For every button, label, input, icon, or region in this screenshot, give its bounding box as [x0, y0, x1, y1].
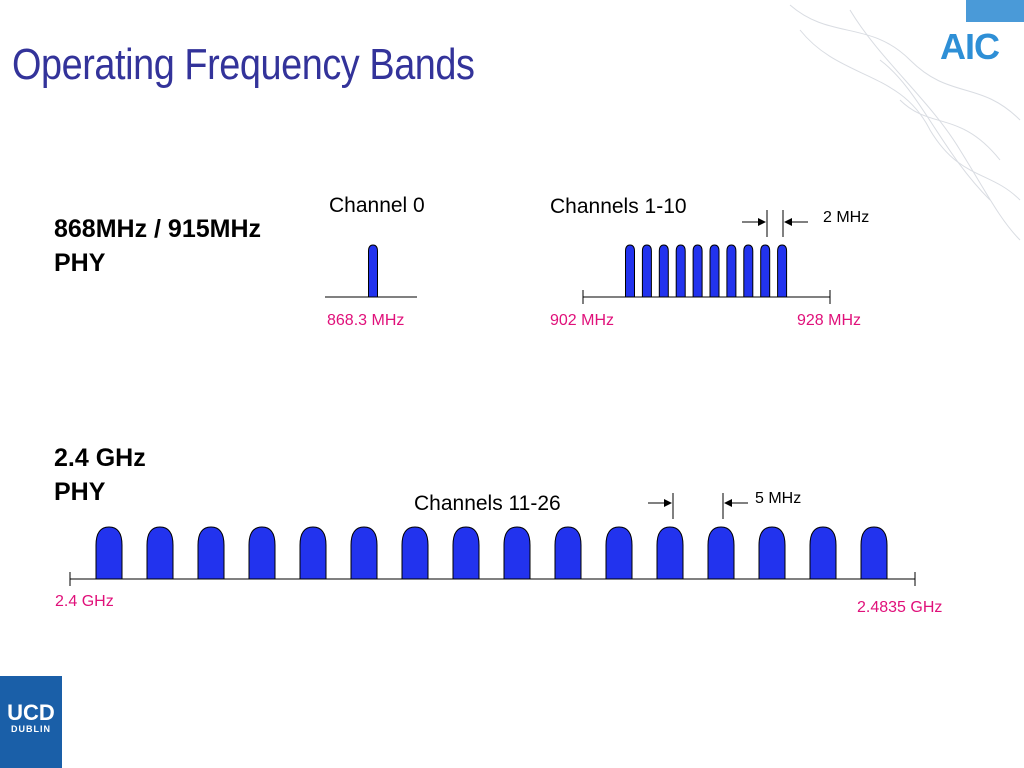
channel-18-pulse	[452, 526, 480, 580]
channels-1-10-end-freq: 928 MHz	[797, 312, 862, 329]
ucd-logo-text: UCD	[7, 700, 55, 725]
channels-11-26-start-freq: 2.4 GHz	[55, 593, 114, 610]
channel-17-pulse	[401, 526, 429, 580]
sub-ghz-phy-label-line1: 868MHz / 915MHz	[54, 215, 262, 243]
channel-0-label: Channel 0	[329, 194, 425, 217]
channel-0-freq: 868.3 MHz	[327, 312, 405, 329]
aic-logo: AIC	[940, 26, 1000, 67]
channel-2-pulse	[641, 244, 652, 298]
channel-4-pulse	[675, 244, 686, 298]
channel-3-pulse	[658, 244, 669, 298]
ghz24-phy-label-line1: 2.4 GHz	[54, 444, 146, 472]
channels-1-10-group	[582, 210, 831, 304]
channels-1-10-start-freq: 902 MHz	[550, 312, 615, 329]
sub-ghz-phy-label: 868MHz / 915MHz PHY	[54, 212, 261, 280]
channels-11-26-end-freq: 2.4835 GHz	[857, 599, 943, 616]
channels-11-26-group	[69, 493, 916, 586]
channel-13-pulse	[197, 526, 225, 580]
ucd-logo: UCD DUBLIN	[0, 676, 62, 768]
channels-1-10-spacing: 2 MHz	[823, 209, 870, 226]
channel-19-pulse	[503, 526, 531, 580]
ghz24-phy-label-line2: PHY	[54, 478, 106, 506]
decorative-texture	[789, 4, 1021, 241]
channel-0-group	[325, 244, 417, 298]
channel-5-pulse	[692, 244, 703, 298]
channel-16-pulse	[350, 526, 378, 580]
channels-1-10-label: Channels 1-10	[550, 195, 687, 218]
aic-logo-accent	[966, 0, 1024, 22]
channel-25-pulse	[809, 526, 837, 580]
channel-1-pulse	[625, 244, 635, 298]
channel-12-pulse	[146, 526, 174, 580]
ucd-logo-subtext: DUBLIN	[11, 724, 51, 734]
channel-6-pulse	[709, 244, 720, 298]
ghz24-phy-label: 2.4 GHz PHY	[54, 441, 146, 509]
channel-24-pulse	[758, 526, 786, 580]
channel-8-pulse	[743, 244, 754, 298]
channel-0-pulse	[368, 244, 378, 298]
channels-11-26-label: Channels 11-26	[414, 492, 561, 515]
channel-9-pulse	[760, 244, 771, 298]
channel-23-pulse	[707, 526, 735, 580]
channel-21-pulse	[605, 526, 633, 580]
channel-26-pulse	[860, 526, 888, 580]
channel-11-pulse	[95, 526, 123, 580]
channel-15-pulse	[299, 526, 327, 580]
channel-14-pulse	[248, 526, 276, 580]
channels-11-26-spacing: 5 MHz	[755, 490, 802, 507]
channel-7-pulse	[726, 244, 737, 298]
sub-ghz-phy-label-line2: PHY	[54, 249, 106, 277]
channel-10-pulse	[777, 244, 788, 298]
channel-22-pulse	[656, 526, 684, 580]
channel-20-pulse	[554, 526, 582, 580]
page-title: Operating Frequency Bands	[12, 40, 475, 89]
